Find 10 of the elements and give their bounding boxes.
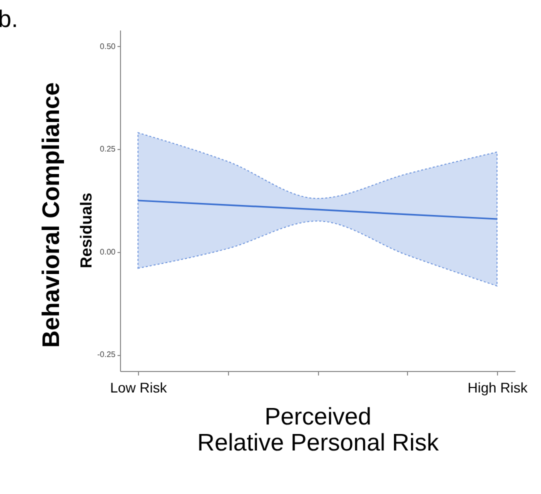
line-series	[137, 200, 498, 220]
y-axis-title: Residuals	[78, 192, 96, 268]
x-tick-label: High Risk	[468, 380, 528, 396]
x-tick-label: Low Risk	[110, 380, 168, 396]
y-tick-label: -0.25	[97, 350, 116, 360]
y-tick-label: 0.00	[100, 247, 116, 256]
x-axis-title: Perceived Relative Personal Risk	[197, 404, 440, 456]
y-tick-label: 0.25	[100, 144, 116, 154]
text: Behavioral Compliance	[38, 82, 65, 348]
y-tick-label: 0.50	[100, 42, 116, 51]
